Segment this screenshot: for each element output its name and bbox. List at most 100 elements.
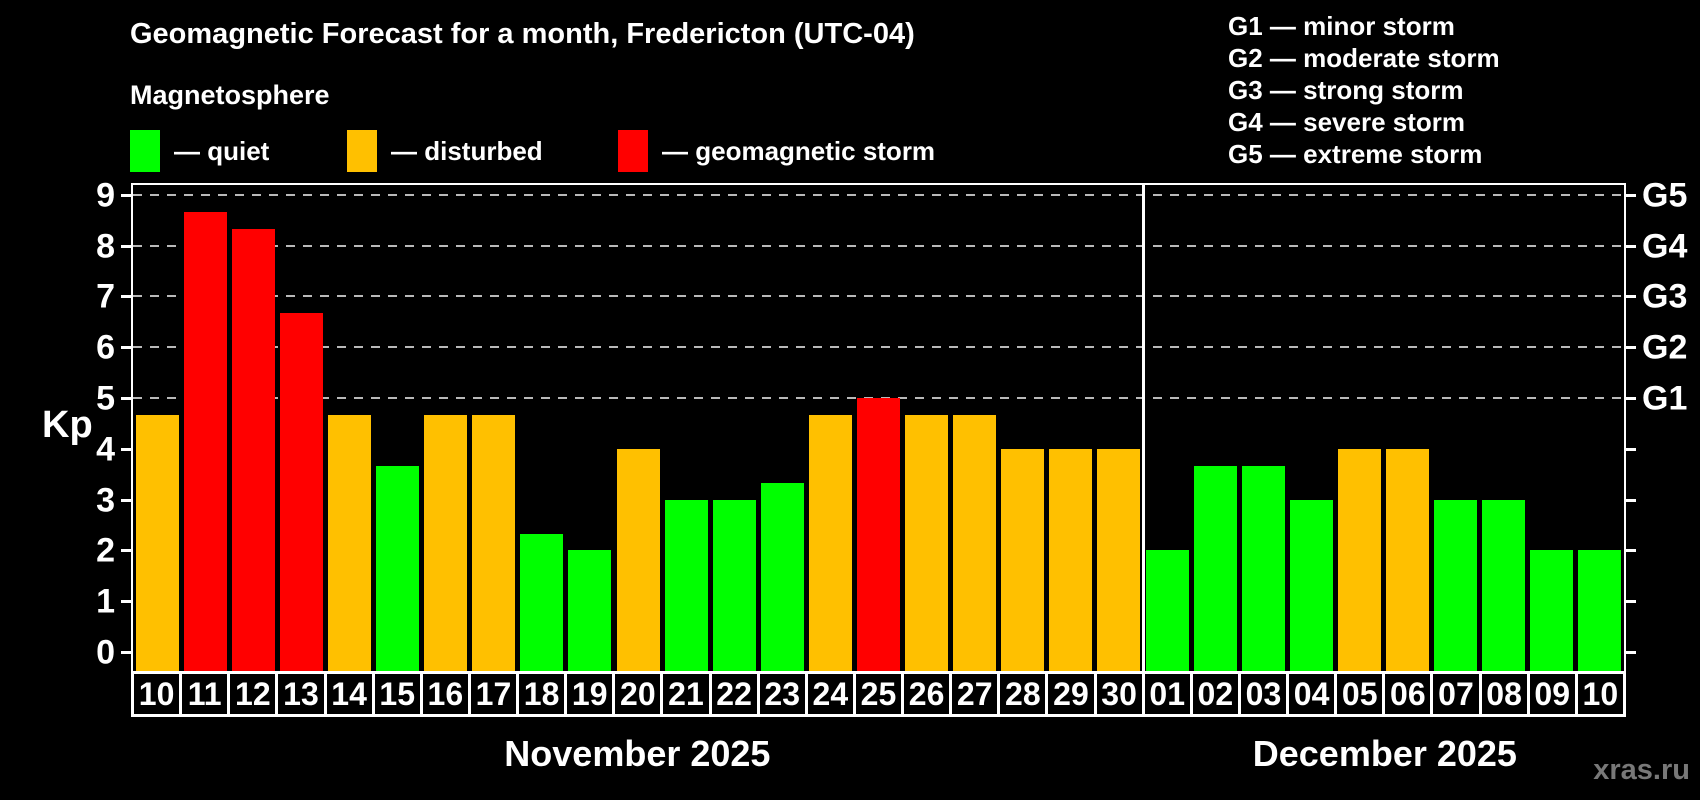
date-cell-20: 20 bbox=[612, 671, 664, 717]
date-cell-13: 13 bbox=[275, 671, 327, 717]
y-axis-tick-label: 8 bbox=[96, 227, 115, 266]
g-level-label-g1: G1 bbox=[1642, 379, 1688, 418]
date-cell-25: 25 bbox=[852, 671, 904, 717]
g-scale-legend-line-g1: G1 — minor storm bbox=[1228, 11, 1455, 41]
left-axis-tick bbox=[121, 295, 133, 299]
date-cell-23: 23 bbox=[756, 671, 808, 717]
y-axis-tick-label: 3 bbox=[96, 481, 115, 520]
g-scale-legend-line-g5: G5 — extreme storm bbox=[1228, 139, 1483, 169]
y-axis-tick-label: 0 bbox=[96, 633, 115, 672]
g-level-label-g3: G3 bbox=[1642, 277, 1688, 316]
kp-bar-19 bbox=[568, 550, 612, 671]
g-scale-legend-line-g3: G3 — strong storm bbox=[1228, 75, 1464, 105]
g-level-label-g4: G4 bbox=[1642, 227, 1688, 266]
right-axis-tick bbox=[1624, 549, 1636, 553]
kp-bar-chart: 0 1 2 3 4 5 6 7 8 9 G1 G2 G3 G4 G5 10 11 12 13 14 15 16 17 18 1… bbox=[96, 176, 1687, 774]
date-cell-06: 06 bbox=[1382, 671, 1434, 717]
g-scale-legend-line-g2: G2 — moderate storm bbox=[1228, 43, 1500, 73]
kp-bar-26 bbox=[905, 414, 949, 671]
date-cell-07: 07 bbox=[1430, 671, 1482, 717]
kp-bar-10 bbox=[1578, 550, 1622, 671]
gridline-kp-9 bbox=[133, 193, 1624, 196]
gridline-kp-8 bbox=[133, 244, 1624, 247]
y-axis-tick-label: 5 bbox=[96, 379, 115, 418]
date-cell-05: 05 bbox=[1334, 671, 1386, 717]
date-cell-12: 12 bbox=[227, 671, 279, 717]
date-cell-27: 27 bbox=[949, 671, 1001, 717]
date-cell-22: 22 bbox=[708, 671, 760, 717]
date-cell-18: 18 bbox=[516, 671, 568, 717]
left-axis-tick bbox=[121, 651, 133, 654]
watermark: xras.ru bbox=[1593, 754, 1690, 786]
g-level-label-g5: G5 bbox=[1642, 176, 1688, 215]
month-label-1: December 2025 bbox=[1252, 733, 1517, 774]
kp-bar-18 bbox=[520, 533, 564, 671]
left-axis-tick bbox=[121, 193, 133, 197]
date-cell-24: 24 bbox=[804, 671, 856, 717]
y-axis-tick-label: 2 bbox=[96, 531, 115, 570]
left-axis-tick bbox=[121, 447, 133, 451]
chart-title: Geomagnetic Forecast for a month, Freder… bbox=[130, 18, 915, 50]
date-cell-28: 28 bbox=[997, 671, 1049, 717]
kp-bar-13 bbox=[279, 313, 323, 671]
kp-bar-16 bbox=[424, 414, 468, 671]
kp-bar-25 bbox=[857, 398, 900, 671]
kp-bar-15 bbox=[376, 465, 420, 671]
kp-bar-21 bbox=[664, 499, 708, 671]
right-axis-tick bbox=[1624, 600, 1636, 604]
g-level-label-g2: G2 bbox=[1642, 328, 1688, 367]
date-cell-09: 09 bbox=[1526, 671, 1578, 717]
kp-bar-05 bbox=[1337, 448, 1381, 671]
kp-bar-10 bbox=[135, 414, 179, 671]
date-cell-15: 15 bbox=[371, 671, 423, 717]
status-legend: — quiet — disturbed — geomagnetic storm bbox=[130, 130, 1130, 176]
date-cell-11: 11 bbox=[179, 671, 231, 717]
kp-bar-08 bbox=[1482, 499, 1526, 671]
date-cell-14: 14 bbox=[323, 671, 375, 717]
date-cell-26: 26 bbox=[901, 671, 953, 717]
kp-bar-04 bbox=[1289, 499, 1333, 671]
gridline-kp-6 bbox=[133, 346, 1624, 349]
kp-bar-24 bbox=[808, 414, 852, 671]
y-axis-tick-label: 9 bbox=[96, 176, 115, 215]
date-cell-17: 17 bbox=[467, 671, 519, 717]
date-cell-02: 02 bbox=[1189, 671, 1241, 717]
y-axis-tick-label: 1 bbox=[96, 582, 115, 621]
kp-bar-22 bbox=[712, 499, 756, 671]
date-cell-08: 08 bbox=[1478, 671, 1530, 717]
right-axis-tick bbox=[1624, 193, 1636, 197]
disturbed-color-swatch bbox=[347, 130, 377, 172]
right-axis-tick bbox=[1624, 651, 1636, 654]
kp-bar-23 bbox=[760, 482, 804, 671]
right-axis-tick bbox=[1624, 295, 1636, 299]
date-cell-16: 16 bbox=[419, 671, 471, 717]
y-axis-tick-label: 6 bbox=[96, 328, 115, 367]
kp-bar-09 bbox=[1530, 550, 1574, 671]
date-cell-30: 30 bbox=[1093, 671, 1145, 717]
right-axis-tick bbox=[1624, 346, 1636, 350]
month-label-0: November 2025 bbox=[504, 733, 771, 774]
kp-bar-30 bbox=[1097, 448, 1141, 671]
y-axis-title: Kp bbox=[42, 404, 93, 446]
date-cell-19: 19 bbox=[564, 671, 616, 717]
month-divider-line bbox=[1142, 185, 1146, 671]
g-scale-legend: G1 — minor storm G2 — moderate storm G3 … bbox=[1228, 10, 1500, 170]
kp-bar-07 bbox=[1434, 499, 1478, 671]
y-axis-tick-label: 7 bbox=[96, 277, 115, 316]
date-axis-row: 10 11 12 13 14 15 16 17 18 19 20 21 22 23 24 25 26 27 28 29… bbox=[131, 671, 1626, 717]
storm-color-swatch bbox=[618, 130, 648, 172]
left-axis-tick bbox=[121, 244, 133, 248]
legend-item-storm: — geomagnetic storm bbox=[618, 130, 935, 172]
left-axis-tick bbox=[121, 397, 133, 400]
kp-bar-11 bbox=[183, 211, 227, 671]
kp-bar-20 bbox=[616, 448, 660, 671]
kp-bar-14 bbox=[327, 414, 371, 671]
legend-label-quiet: — quiet bbox=[174, 135, 270, 166]
left-axis-tick bbox=[121, 549, 133, 553]
right-axis-tick bbox=[1624, 498, 1636, 502]
quiet-color-swatch bbox=[130, 130, 160, 172]
kp-bar-17 bbox=[472, 414, 516, 671]
left-axis-tick bbox=[121, 498, 133, 502]
left-axis-tick bbox=[121, 346, 133, 350]
